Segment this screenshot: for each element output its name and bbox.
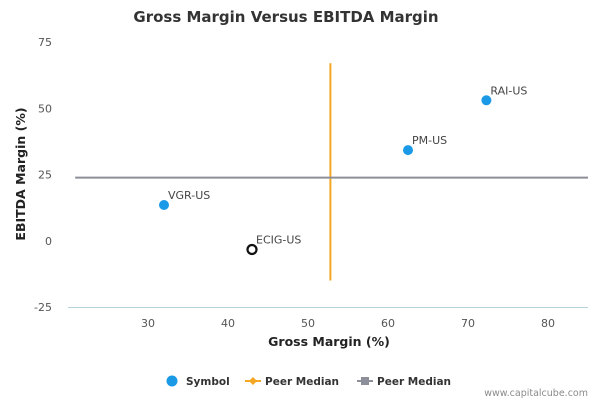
y-tick-label: 75	[38, 36, 52, 49]
y-tick-label: -25	[34, 301, 52, 314]
legend-diamond-marker	[249, 377, 257, 385]
legend-label: Peer Median	[265, 376, 339, 388]
y-axis-title: EBITDA Margin (%)	[13, 107, 28, 240]
x-tick-label: 70	[461, 317, 475, 330]
x-tick-label: 40	[221, 317, 235, 330]
x-axis-title: Gross Margin (%)	[268, 334, 390, 349]
legend-label: Peer Median	[377, 376, 451, 388]
x-tick-label: 80	[541, 317, 555, 330]
x-tick-label: 60	[381, 317, 395, 330]
data-point-label: RAI-US	[490, 84, 527, 97]
chart-title: Gross Margin Versus EBITDA Margin	[133, 8, 438, 26]
legend-square-marker	[361, 377, 369, 385]
data-point	[403, 145, 413, 156]
y-tick-label: 0	[45, 235, 52, 248]
legend-symbol-marker	[166, 375, 178, 387]
data-point	[159, 199, 169, 210]
data-point-label: VGR-US	[168, 189, 210, 202]
x-tick-label: 30	[141, 317, 155, 330]
credit-text: www.capitalcube.com	[484, 388, 588, 399]
plot-area: -25 0 25 50 75 30 40 50 60 70 80 RAI-US PM-US VGR-US E…	[34, 36, 588, 330]
data-point	[481, 95, 492, 106]
legend-label: Symbol	[186, 376, 230, 388]
data-point-label: ECIG-US	[256, 233, 301, 246]
y-tick-label: 50	[38, 102, 52, 115]
legend: Symbol Peer Median Peer Median	[166, 375, 451, 388]
data-point-label: PM-US	[412, 134, 447, 147]
data-point	[246, 243, 258, 256]
x-tick-label: 50	[301, 317, 315, 330]
y-tick-label: 25	[38, 169, 52, 182]
